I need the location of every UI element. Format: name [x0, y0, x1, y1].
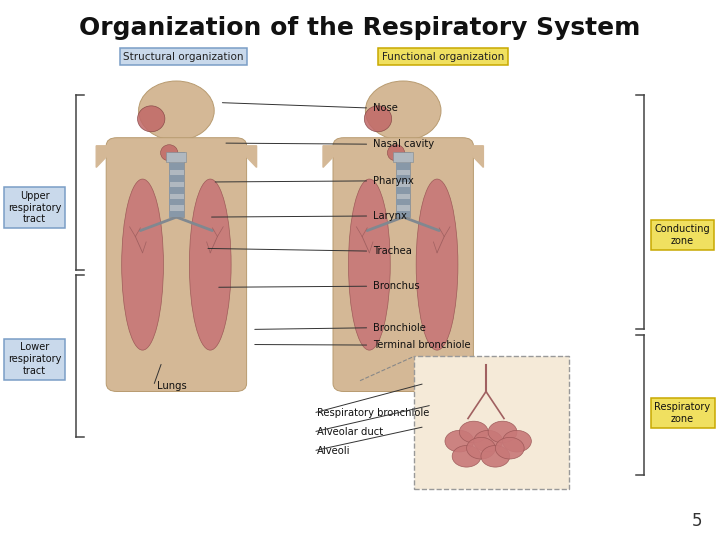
Ellipse shape — [139, 81, 215, 140]
FancyBboxPatch shape — [333, 138, 474, 392]
Text: Trachea: Trachea — [373, 246, 412, 256]
Bar — [396, 199, 410, 205]
Text: Alveolar duct: Alveolar duct — [317, 427, 383, 437]
Circle shape — [488, 421, 517, 443]
Text: Conducting
zone: Conducting zone — [654, 224, 711, 246]
FancyBboxPatch shape — [106, 138, 246, 392]
Bar — [396, 211, 410, 217]
Text: 5: 5 — [691, 512, 702, 530]
Text: Bronchus: Bronchus — [373, 281, 420, 291]
Bar — [396, 176, 410, 182]
Circle shape — [445, 430, 474, 452]
Ellipse shape — [138, 106, 165, 132]
Text: Functional organization: Functional organization — [382, 52, 504, 62]
Bar — [396, 164, 410, 170]
Bar — [396, 187, 410, 193]
Text: Bronchiole: Bronchiole — [373, 323, 426, 333]
Circle shape — [467, 437, 495, 459]
Bar — [393, 152, 413, 162]
Circle shape — [481, 446, 510, 467]
Text: Alveoli: Alveoli — [317, 446, 351, 456]
Bar — [169, 176, 184, 182]
Ellipse shape — [122, 179, 163, 350]
Bar — [169, 152, 184, 217]
Circle shape — [495, 437, 524, 459]
Text: Nasal cavity: Nasal cavity — [373, 139, 434, 149]
Bar — [169, 199, 184, 205]
Text: Structural organization: Structural organization — [123, 52, 244, 62]
Bar — [390, 116, 416, 146]
FancyBboxPatch shape — [414, 356, 569, 489]
Text: Lungs: Lungs — [157, 381, 186, 391]
Text: Terminal bronchiole: Terminal bronchiole — [373, 340, 471, 350]
Circle shape — [459, 421, 488, 443]
Polygon shape — [323, 146, 483, 167]
Bar — [163, 116, 189, 146]
Ellipse shape — [364, 106, 392, 132]
Text: Respiratory
zone: Respiratory zone — [654, 402, 711, 424]
Ellipse shape — [161, 145, 178, 161]
Circle shape — [503, 430, 531, 452]
Circle shape — [474, 430, 503, 452]
Bar — [396, 152, 410, 217]
Ellipse shape — [189, 179, 231, 350]
Ellipse shape — [348, 179, 390, 350]
Bar — [166, 152, 186, 162]
Polygon shape — [96, 146, 256, 167]
Text: Lower
respiratory
tract: Lower respiratory tract — [8, 342, 61, 376]
Bar — [169, 187, 184, 193]
Ellipse shape — [366, 81, 441, 140]
Text: Nose: Nose — [373, 103, 398, 113]
Text: Pharynx: Pharynx — [373, 176, 414, 186]
Ellipse shape — [416, 179, 458, 350]
Text: Respiratory bronchiole: Respiratory bronchiole — [317, 408, 429, 418]
Text: Larynx: Larynx — [373, 211, 407, 221]
Text: Upper
respiratory
tract: Upper respiratory tract — [8, 191, 61, 225]
Bar — [169, 211, 184, 217]
Ellipse shape — [387, 145, 405, 161]
Text: Organization of the Respiratory System: Organization of the Respiratory System — [79, 16, 641, 40]
Bar — [169, 164, 184, 170]
Circle shape — [452, 446, 481, 467]
